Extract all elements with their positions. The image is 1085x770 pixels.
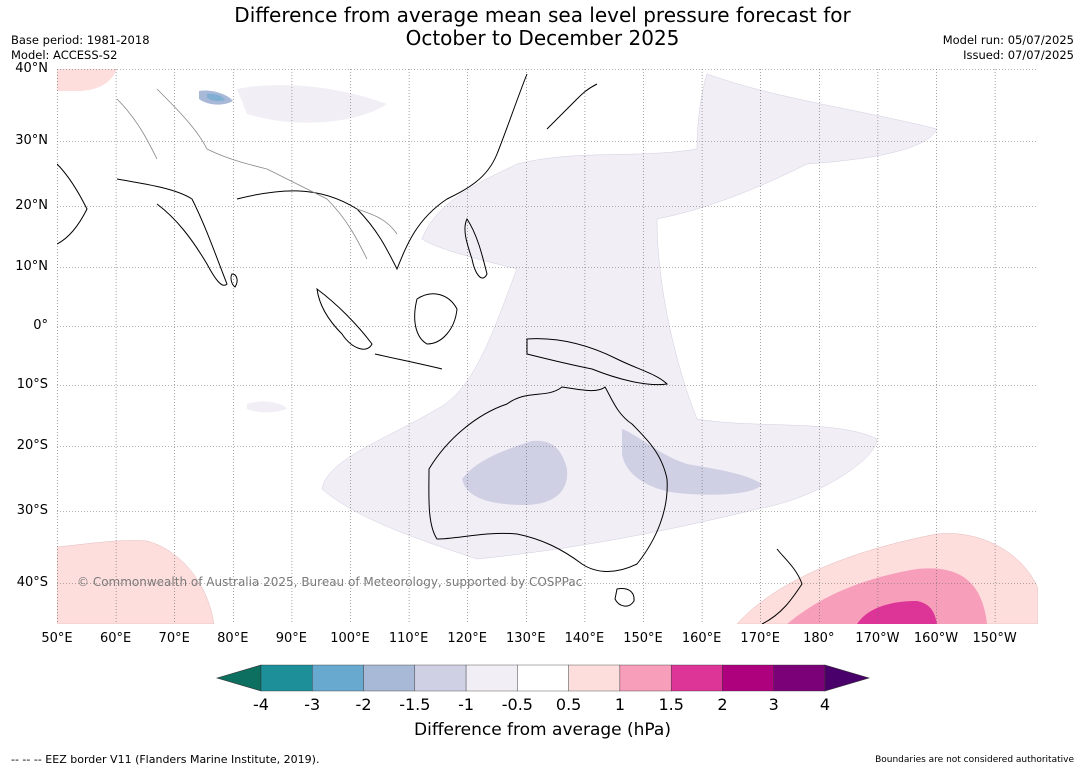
colorbar-tick-label: -1 [458, 695, 475, 714]
new-guinea-coast [526, 338, 669, 386]
longitude-label: 170°E [740, 631, 780, 646]
colorbar-swatch [363, 664, 416, 692]
borneo-coast [414, 293, 458, 345]
model-run: Model run: 05/07/2025 [942, 33, 1074, 47]
colorbar-swatch [312, 664, 364, 692]
anomaly-zone-pos-1-5 [857, 601, 937, 624]
australia-coast [428, 386, 668, 572]
colorbar-swatch [670, 664, 723, 692]
latitude-label: 40°S [16, 575, 48, 590]
arabia-coast [57, 163, 88, 245]
title-line-1: Difference from average mean sea level p… [234, 3, 851, 27]
colorbar-tick-label: 4 [819, 695, 831, 714]
longitude-label: 100°E [330, 631, 370, 646]
anomaly-zone-neg-0-5-pacific [321, 73, 938, 560]
copyright-notice: © Commonwealth of Australia 2025, Bureau… [77, 575, 583, 589]
longitude-label: 80°E [217, 631, 249, 646]
longitude-label: 160°E [681, 631, 722, 646]
colorbar-tick-label: 1 [614, 695, 625, 714]
longitude-label: 110°E [388, 631, 429, 646]
latitude-label: 0° [33, 318, 48, 333]
longitude-label: 180° [803, 631, 835, 646]
sri-lanka-coast [230, 273, 238, 288]
longitude-label: 150°E [623, 631, 663, 646]
meta-right: Model run: 05/07/2025 Issued: 07/07/2025 [943, 33, 1074, 63]
model-name: Model: ACCESS-S2 [11, 48, 118, 62]
colorbar-tick-label: 3 [768, 695, 779, 714]
graticule [57, 69, 1038, 624]
colorbar-swatch [260, 664, 313, 692]
longitude-label: 160°W [913, 631, 959, 646]
colorbar-tick-label: 1.5 [658, 695, 684, 714]
colorbar-swatch [773, 664, 826, 692]
latitude-label: 30°N [15, 133, 48, 148]
latitude-label: 10°S [16, 377, 48, 392]
colorbar-tick-label: 2 [717, 695, 728, 714]
asia-coast [236, 73, 528, 271]
longitude-label: 170°W [855, 631, 900, 646]
colorbar-swatch [722, 664, 774, 692]
latitude-label: 20°S [16, 438, 48, 453]
anomaly-zone-pos-0-5-top [57, 69, 117, 91]
colorbar-swatch [517, 664, 569, 692]
colorbar-tick-label: -4 [253, 695, 269, 714]
longitude-label: 130°E [506, 631, 546, 646]
philippines-coast [464, 218, 488, 279]
longitude-label: 150°W [972, 631, 1017, 646]
colorbar-tick-label: -2 [355, 695, 372, 714]
longitude-label: 50°E [41, 631, 73, 646]
colorbar-tick-label: -3 [304, 695, 321, 714]
colorbar-swatch [568, 664, 621, 692]
eez-note: -- -- -- EEZ border V11 (Flanders Marine… [11, 753, 320, 766]
meta-left: Base period: 1981-2018 Model: ACCESS-S2 [11, 33, 150, 63]
base-period: Base period: 1981-2018 [11, 33, 150, 47]
colorbar-arrow-high [824, 664, 871, 692]
anomaly-zone-neg-0-5-small [247, 401, 287, 413]
japan-coast [546, 83, 598, 130]
latitude-label: 30°S [16, 503, 48, 518]
colorbar-label: Difference from average (hPa) [414, 720, 671, 740]
anomaly-zone-neg-1-5-tibet [207, 93, 225, 102]
colorbar-tick-label: 0.5 [555, 695, 582, 714]
issued-date: Issued: 07/07/2025 [963, 48, 1074, 62]
longitude-label: 90°E [275, 631, 308, 646]
anomaly-zone-neg-1-west-australia [462, 440, 568, 505]
anomaly-zone-pos-1 [787, 568, 987, 624]
longitude-label: 70°E [158, 631, 190, 646]
sumatra-coast [316, 287, 373, 350]
longitude-label: 60°E [99, 631, 132, 646]
political-borders [116, 88, 398, 260]
boundary-disclaimer: Boundaries are not considered authoritat… [875, 755, 1074, 765]
latitude-label: 20°N [15, 198, 48, 213]
colorbar-swatch [619, 664, 672, 692]
colorbar [215, 664, 871, 692]
latitude-label: 10°N [15, 259, 48, 274]
colorbar-swatch [465, 664, 518, 692]
colorbar-arrow-low [215, 664, 262, 692]
chart-title: Difference from average mean sea level p… [0, 4, 1085, 50]
anomaly-zone-neg-1-east-australia [622, 429, 762, 495]
map-canvas [57, 69, 1038, 624]
map-panel[interactable] [57, 69, 1038, 624]
tasmania-coast [614, 588, 635, 607]
longitude-label: 120°E [447, 631, 487, 646]
anomaly-zone-neg-0-5-north [237, 84, 387, 123]
longitude-label: 140°E [564, 631, 605, 646]
new-zealand-coast [761, 548, 803, 624]
title-line-2: October to December 2025 [405, 26, 680, 50]
latitude-label: 40°N [15, 61, 48, 76]
colorbar-tick-label: -0.5 [501, 695, 533, 714]
coastlines [57, 73, 803, 624]
java-coast [374, 353, 443, 370]
colorbar-tick-label: -1.5 [399, 695, 431, 714]
india-coast [116, 178, 228, 286]
colorbar-swatch [414, 664, 467, 692]
